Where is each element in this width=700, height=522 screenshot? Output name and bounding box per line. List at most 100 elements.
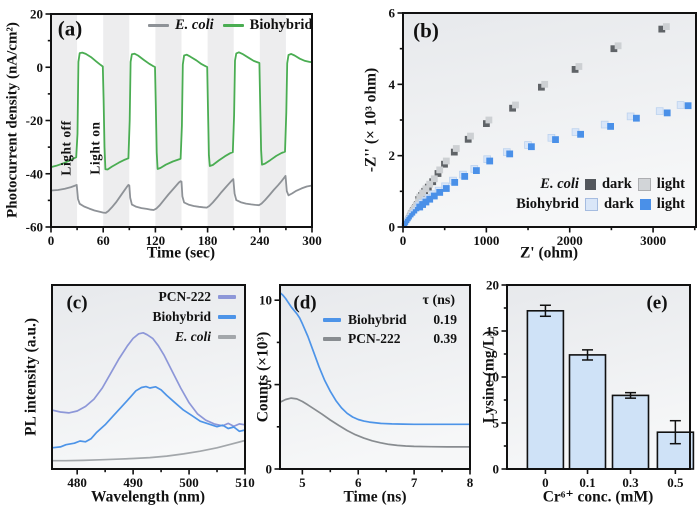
marker-biohybrid-light xyxy=(426,195,434,203)
marker-biohybrid-light xyxy=(473,167,480,174)
x-tick-label: 5 xyxy=(299,475,306,490)
legend-label: Biohybrid xyxy=(152,309,211,324)
marker-biohybrid-light xyxy=(442,185,450,192)
panel-tag-a: (a) xyxy=(57,16,83,41)
legend-line-swatch xyxy=(218,335,236,339)
x-tick-label: 60 xyxy=(97,233,110,248)
xlabel-a: Time (sec) xyxy=(146,244,216,262)
panel-tag-b: (b) xyxy=(413,18,439,43)
marker-biohybrid-light xyxy=(461,173,469,180)
marker-ecoli-light xyxy=(419,189,426,197)
legend-row: E. coli dark light xyxy=(540,176,685,193)
panel-e: 0 0.1 0.3 0.5 0 5 10 15 20 xyxy=(486,278,695,491)
marker-biohybrid-dark xyxy=(676,101,685,109)
legend-line-swatch xyxy=(218,315,236,319)
marker-biohybrid-light xyxy=(451,179,459,186)
y-tick-label: -60 xyxy=(26,220,43,235)
legend-square-swatch xyxy=(637,178,651,191)
marker-ecoli-light xyxy=(575,63,583,70)
x-tick-label: 510 xyxy=(235,475,255,490)
bar-0.1 xyxy=(568,354,607,470)
marker-ecoli-light xyxy=(430,175,438,183)
legend-entry-label: light xyxy=(656,176,685,192)
y-tick-label: 20 xyxy=(486,278,499,293)
light-off-band xyxy=(51,14,78,227)
marker-biohybrid-light xyxy=(552,136,559,143)
marker-ecoli-light xyxy=(426,180,434,188)
plot-area-d xyxy=(280,285,470,469)
marker-ecoli-light xyxy=(416,193,424,201)
marker-biohybrid-dark xyxy=(626,112,635,121)
y-tick-label: 15 xyxy=(486,324,500,339)
legend-panel-b: E. coli dark light Biohybrid dark light xyxy=(516,176,685,213)
light-off-band xyxy=(259,14,286,227)
ylabel-a: Photocurrent density (nA/cm²) xyxy=(4,22,21,218)
marker-ecoli-dark xyxy=(610,45,618,53)
ticks-d: 5 6 7 8 0 5 10 xyxy=(259,293,474,490)
marker-ecoli-light xyxy=(412,201,418,206)
marker-ecoli-light xyxy=(541,80,549,88)
marker-ecoli-light xyxy=(442,157,450,165)
marker-biohybrid-light xyxy=(412,209,418,214)
bar-0.5 xyxy=(656,431,695,470)
marker-biohybrid-light xyxy=(506,150,514,158)
legend-line-swatch xyxy=(323,337,341,341)
legend-label: Biohybrid xyxy=(249,17,313,33)
ticks-a: 0 60 120 180 240 300 20 0 -20 -40 -60 xyxy=(26,7,322,249)
legend-square-swatch xyxy=(584,179,596,190)
y-tick-label: -40 xyxy=(26,166,43,181)
marker-biohybrid-light xyxy=(486,157,494,165)
marker-biohybrid-light xyxy=(422,198,430,206)
y-tick-label: 5 xyxy=(493,416,500,431)
marker-biohybrid-dark xyxy=(655,107,664,115)
marker-ecoli-light xyxy=(436,166,444,174)
x-tick-label: 0.1 xyxy=(579,475,595,490)
legend-line-swatch xyxy=(218,295,236,299)
y-tick-label: 5 xyxy=(266,377,273,392)
marker-ecoli-light xyxy=(415,198,420,203)
marker-biohybrid-dark xyxy=(600,120,609,129)
y-tick-label: 0 xyxy=(37,60,44,75)
legend-row: Biohybrid 0.19 xyxy=(323,312,457,328)
x-tick-label: 240 xyxy=(250,233,270,248)
panel-a: 0 60 120 180 240 300 20 0 -20 -40 -60 xyxy=(26,7,322,249)
legend-label: E. coli xyxy=(175,17,214,33)
x-tick-label: 0 xyxy=(48,233,55,248)
x-tick-label: 7 xyxy=(411,475,418,490)
x-tick-label: 0 xyxy=(400,233,407,248)
y-tick-label: 0 xyxy=(266,462,273,477)
light-off-band xyxy=(155,14,182,227)
marker-biohybrid-light xyxy=(607,123,614,130)
series-biohybrid xyxy=(51,385,246,449)
panel-tag-d: (d) xyxy=(293,292,317,314)
ticks-e: 0 0.1 0.3 0.5 0 5 10 15 20 xyxy=(486,278,684,491)
plot-frame-c xyxy=(51,284,246,470)
ylabel-c: PL intensity (a.u.) xyxy=(22,318,40,436)
bar-0 xyxy=(526,309,565,470)
plot-area-c xyxy=(52,285,245,469)
light-off-band xyxy=(103,14,130,227)
legend-entry-label: light xyxy=(656,196,685,212)
marker-ecoli-dark xyxy=(483,120,490,127)
marker-biohybrid-light xyxy=(436,189,444,196)
y-tick-label: 4 xyxy=(389,77,396,92)
legend-series-name: Biohybrid xyxy=(516,196,579,212)
y-tick-label: 10 xyxy=(486,370,499,385)
legend-series-name: Biohybrid xyxy=(348,312,407,327)
x-tick-label: 2000 xyxy=(557,233,583,248)
marker-biohybrid-light xyxy=(633,114,640,122)
plot-frame-d xyxy=(279,284,471,470)
legend-row: Biohybrid xyxy=(152,309,236,325)
panel-c: 480 490 500 510 xyxy=(51,284,255,490)
legend-item-biohybrid: Biohybrid xyxy=(222,17,313,34)
series-pcn-222 xyxy=(51,331,246,428)
x-tick-label: 0.5 xyxy=(667,475,684,490)
marker-ecoli-light xyxy=(614,42,622,50)
error-bar-0.1 xyxy=(582,349,594,361)
legend-entry-label: dark xyxy=(601,176,632,192)
legend-tau-value: 0.19 xyxy=(433,312,457,327)
x-tick-label: 300 xyxy=(302,233,322,248)
series-ecoli xyxy=(50,174,313,214)
